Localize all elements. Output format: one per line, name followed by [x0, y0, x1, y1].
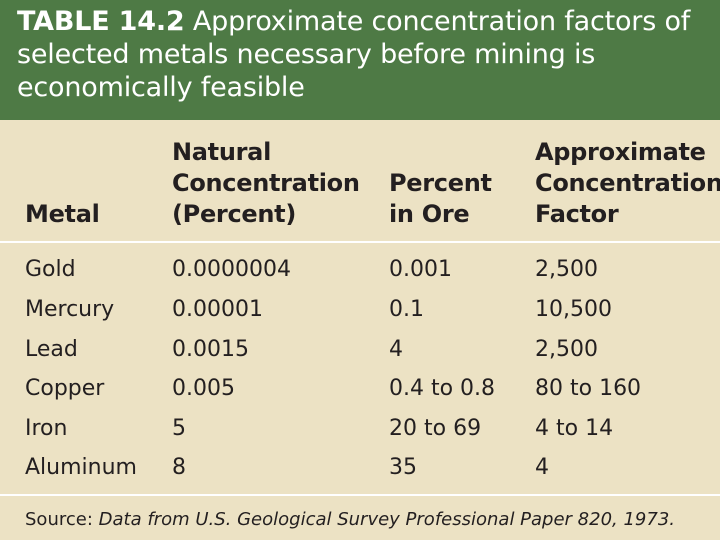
cell-metal: Mercury	[25, 297, 115, 322]
cell-concentration-factor: 10,500	[535, 297, 612, 322]
cell-percent-in-ore: 35	[389, 455, 417, 480]
cell-percent-in-ore: 4	[389, 337, 403, 362]
source-reference: Data from U.S. Geological Survey Profess…	[98, 509, 676, 530]
cell-metal: Lead	[25, 337, 78, 362]
cell-natural-concentration: 5	[172, 416, 186, 441]
cell-percent-in-ore: 20 to 69	[389, 416, 482, 441]
cell-natural-concentration: 0.005	[172, 376, 235, 401]
cell-natural-concentration: 0.0000004	[172, 257, 291, 282]
cell-percent-in-ore: 0.001	[389, 257, 452, 282]
cell-concentration-factor: 4	[535, 455, 549, 480]
cell-metal: Iron	[25, 416, 68, 441]
header-concentration-factor: Approximate Concentration Factor	[535, 138, 720, 228]
header-metal: Metal	[25, 200, 100, 228]
cell-natural-concentration: 0.0015	[172, 337, 249, 362]
table-caption: Approximate concentration factors of sel…	[17, 6, 691, 103]
cell-metal: Gold	[25, 257, 76, 282]
cell-concentration-factor: 4 to 14	[535, 416, 614, 441]
source-note: Source: Data from U.S. Geological Survey…	[25, 506, 675, 534]
cell-concentration-factor: 80 to 160	[535, 376, 642, 401]
table-header: Metal Natural Concentration (Percent) Pe…	[0, 120, 720, 242]
footer-divider	[0, 494, 720, 496]
header-percent-in-ore: Percent in Ore	[389, 169, 492, 228]
cell-percent-in-ore: 0.1	[389, 297, 424, 322]
cell-metal: Copper	[25, 376, 105, 401]
table-title: TABLE 14.2 Approximate concentration fac…	[0, 0, 720, 120]
header-divider	[0, 241, 720, 243]
source-label: Source:	[25, 509, 93, 530]
cell-natural-concentration: 8	[172, 455, 186, 480]
cell-percent-in-ore: 0.4 to 0.8	[389, 376, 496, 401]
cell-concentration-factor: 2,500	[535, 257, 598, 282]
cell-natural-concentration: 0.00001	[172, 297, 263, 322]
table-number: TABLE 14.2	[17, 6, 185, 37]
cell-metal: Aluminum	[25, 455, 137, 480]
header-natural-concentration: Natural Concentration (Percent)	[172, 138, 360, 228]
cell-concentration-factor: 2,500	[535, 337, 598, 362]
